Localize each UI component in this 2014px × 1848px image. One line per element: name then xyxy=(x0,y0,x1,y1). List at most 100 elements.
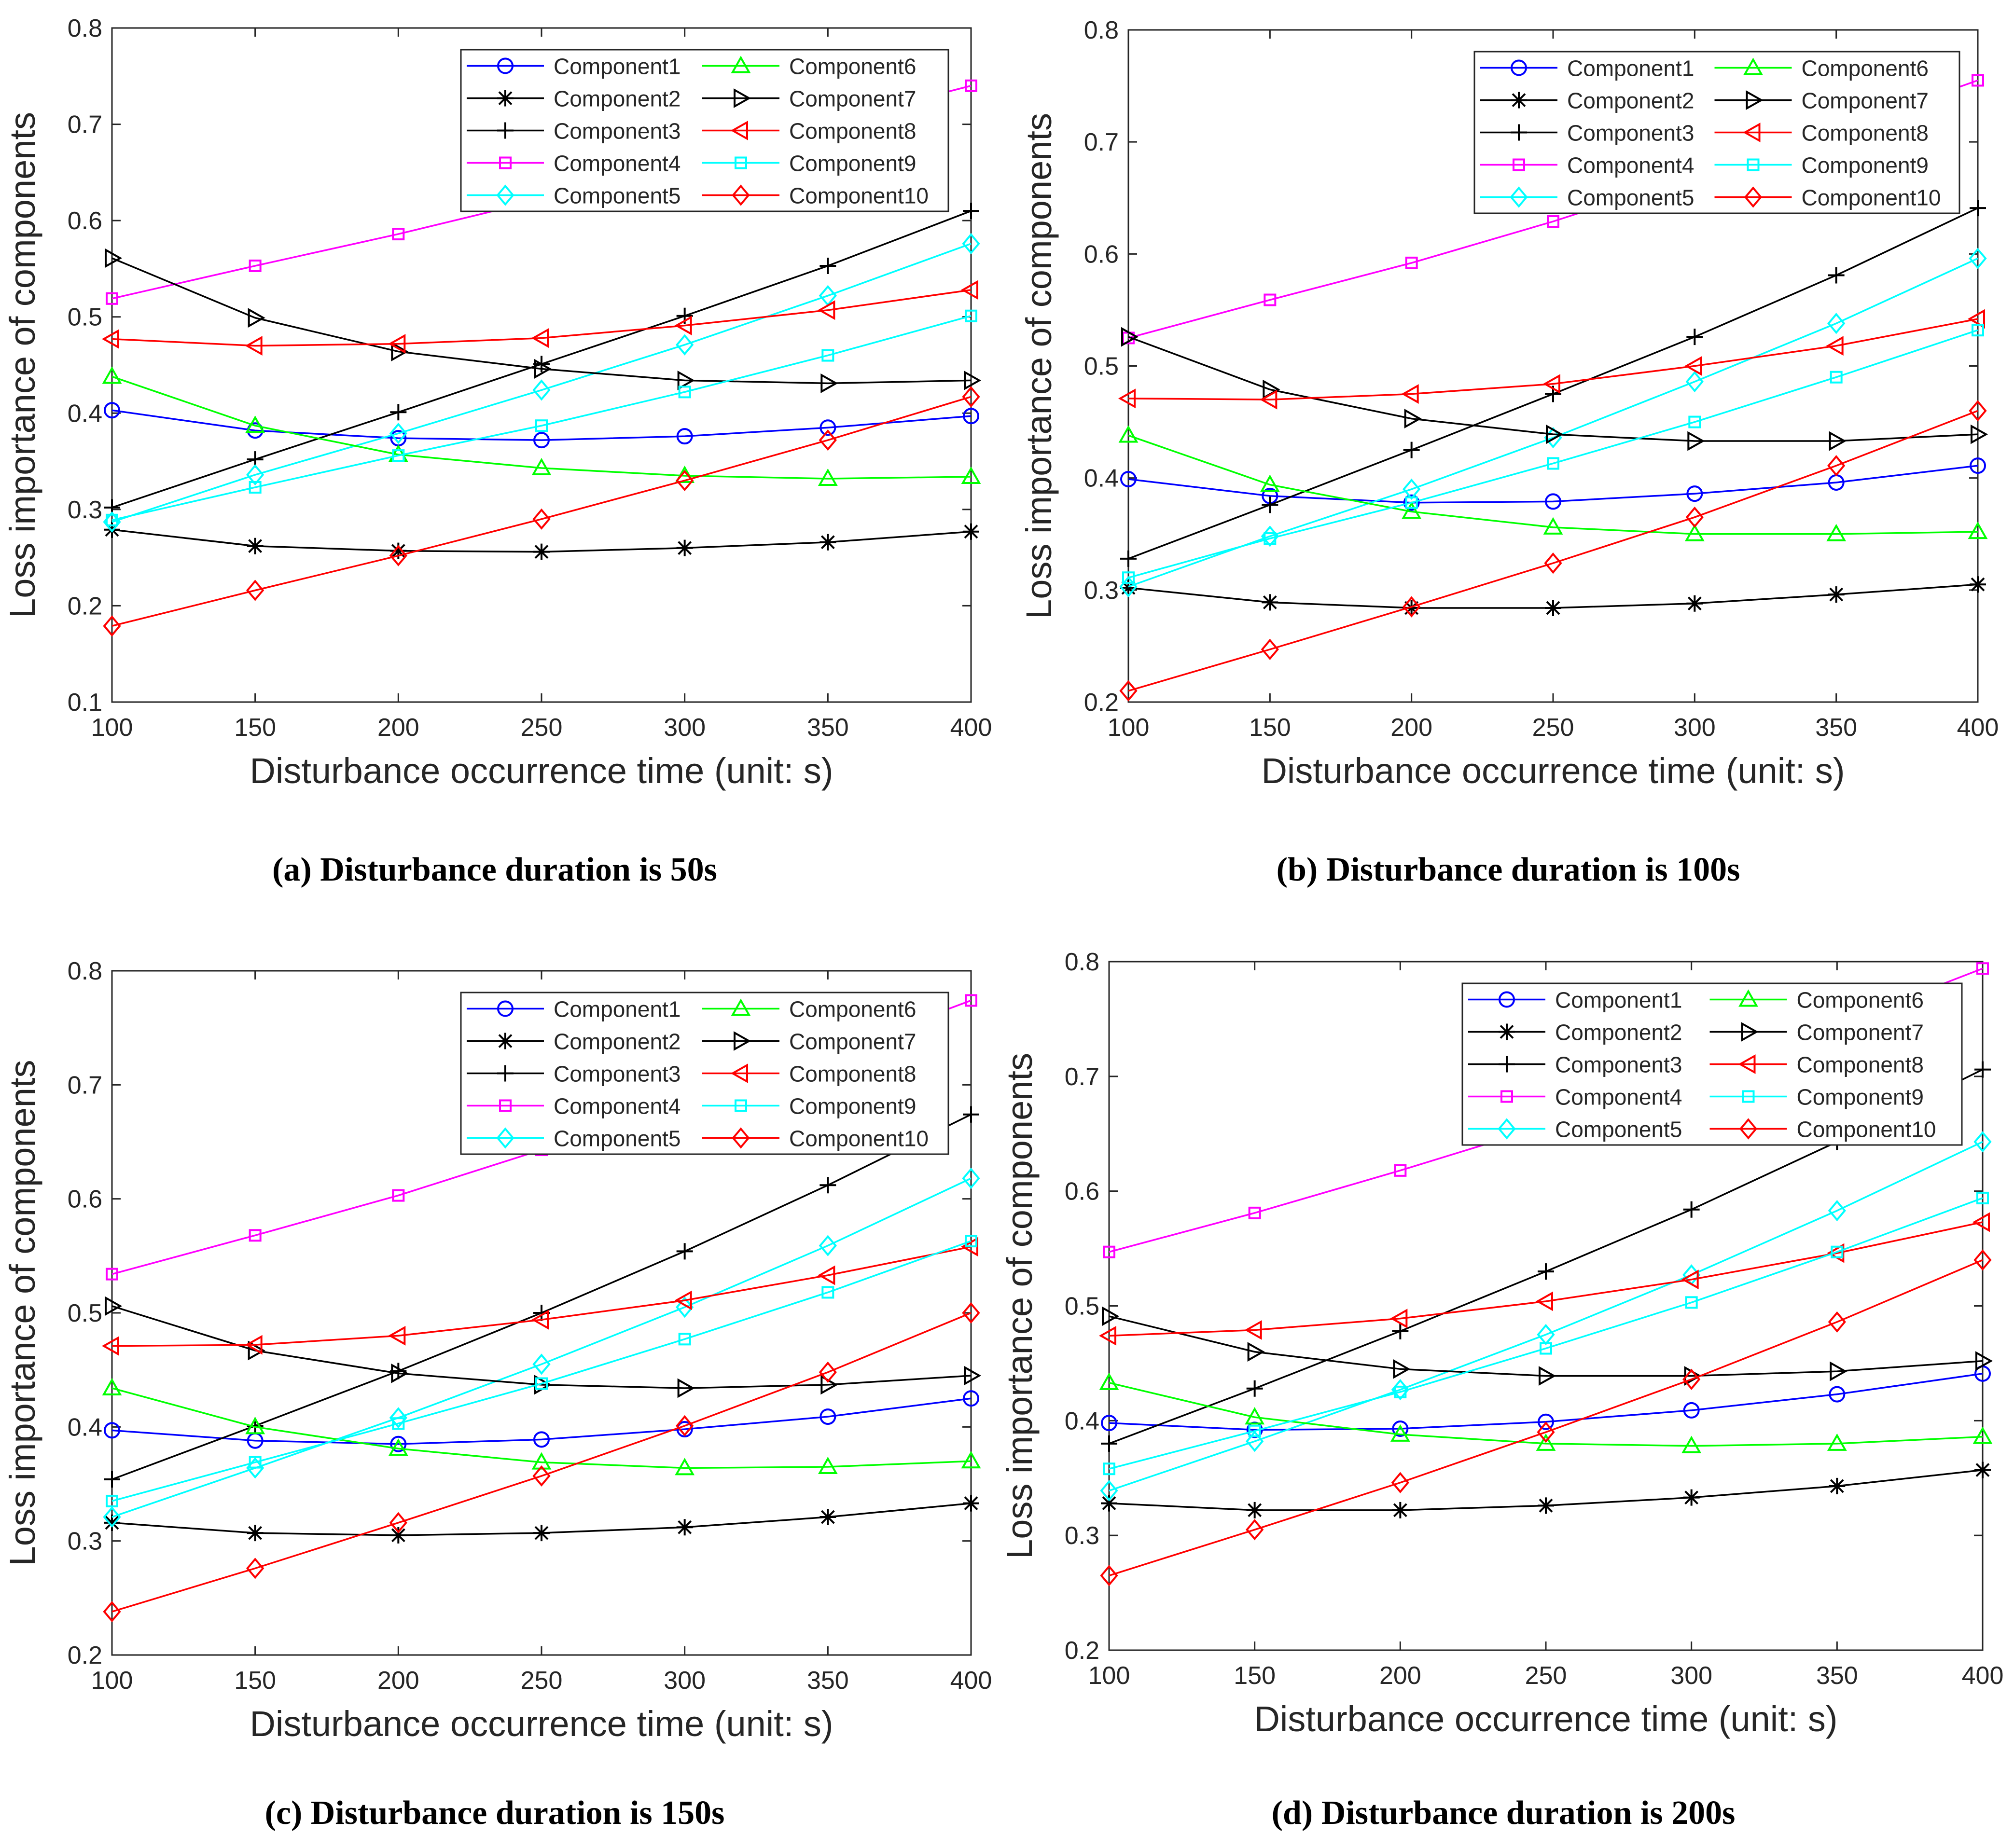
data-point xyxy=(1683,1201,1700,1218)
data-point xyxy=(818,1456,838,1475)
y-tick-label: 0.4 xyxy=(68,400,102,428)
data-point xyxy=(819,419,836,436)
legend-label: Component5 xyxy=(554,183,681,208)
series-component2 xyxy=(1120,576,1986,616)
legend-marker xyxy=(735,1099,747,1112)
data-point xyxy=(388,334,406,354)
series-line xyxy=(1128,465,1978,504)
data-point xyxy=(1685,371,1704,393)
series-component1 xyxy=(104,1390,979,1452)
legend-marker xyxy=(1499,1023,1515,1040)
data-point xyxy=(1829,1477,1846,1494)
y-tick-label: 0.2 xyxy=(68,592,102,620)
legend-item-component5: Component5 xyxy=(467,183,681,208)
data-point xyxy=(1827,313,1846,334)
data-point xyxy=(1404,409,1422,429)
x-tick-label: 100 xyxy=(91,714,133,742)
data-point xyxy=(1103,1245,1115,1258)
data-point xyxy=(1245,1407,1265,1425)
y-tick-label: 0.6 xyxy=(68,1186,102,1214)
data-point xyxy=(1828,1311,1846,1333)
data-point xyxy=(1392,1502,1409,1518)
data-point xyxy=(818,468,838,486)
data-point xyxy=(391,1363,409,1383)
data-point xyxy=(103,1601,121,1623)
legend: Component1 Component2 Component3 Component4… xyxy=(460,992,949,1155)
data-point xyxy=(104,1422,120,1439)
legend-label: Component8 xyxy=(789,119,916,144)
data-point xyxy=(1972,324,1984,337)
data-point xyxy=(1685,1296,1698,1309)
x-tick-label: 300 xyxy=(664,1667,706,1695)
legend-label: Component9 xyxy=(1797,1085,1924,1110)
data-point xyxy=(532,1465,551,1487)
data-point xyxy=(1403,494,1420,511)
series-line xyxy=(1109,1221,1983,1337)
data-point xyxy=(533,543,550,560)
data-point xyxy=(1394,1385,1407,1398)
legend-marker xyxy=(734,1031,751,1051)
y-tick-label: 0.8 xyxy=(1084,16,1119,44)
x-tick-label: 400 xyxy=(1962,1662,2004,1690)
series-line xyxy=(111,1240,972,1502)
legend-marker xyxy=(1498,1118,1516,1140)
legend-item-component7: Component7 xyxy=(1709,1020,1924,1045)
data-point xyxy=(105,248,123,268)
legend-label: Component2 xyxy=(1567,88,1694,113)
data-point xyxy=(819,429,837,451)
data-point xyxy=(1968,522,1988,539)
series-component2 xyxy=(104,1495,979,1544)
legend-item-component3: Component3 xyxy=(1468,1052,1682,1077)
data-point xyxy=(1970,457,1986,474)
data-point xyxy=(1828,586,1845,603)
legend-label: Component2 xyxy=(1555,1020,1682,1045)
data-point xyxy=(1536,1433,1556,1451)
legend-item-component5: Component5 xyxy=(1480,185,1694,210)
x-tick-label: 300 xyxy=(664,714,706,742)
data-point xyxy=(101,1336,119,1356)
series-component9 xyxy=(106,309,977,526)
data-point xyxy=(103,615,121,637)
legend-item-component10: Component10 xyxy=(1714,185,1941,210)
data-point xyxy=(102,366,122,384)
data-point xyxy=(1971,424,1988,444)
data-point xyxy=(676,1415,694,1437)
legend-marker xyxy=(1500,1090,1513,1103)
legend-item-component8: Component8 xyxy=(1709,1052,1924,1077)
legend-label: Component1 xyxy=(554,997,681,1022)
legend-label: Component7 xyxy=(1802,88,1929,113)
data-point xyxy=(532,379,551,401)
data-point xyxy=(1547,215,1559,228)
series-component9 xyxy=(106,1235,977,1507)
legend-label: Component6 xyxy=(789,54,916,79)
data-point xyxy=(960,280,978,300)
legend-item-component5: Component5 xyxy=(467,1126,681,1151)
legend-item-component6: Component6 xyxy=(1714,56,1929,81)
data-point xyxy=(961,1451,981,1469)
data-point xyxy=(1827,1433,1847,1451)
data-point xyxy=(533,1431,550,1448)
chart-panel-2: 100 150 200 250 300 350 400 0.2 0.3 0.4 0.5 0.6 0.7 0… xyxy=(1019,16,1999,888)
data-point xyxy=(819,1235,837,1256)
legend-marker xyxy=(730,1063,748,1083)
data-point xyxy=(1974,1061,1991,1078)
data-point xyxy=(676,539,693,556)
panel-caption: (a) Disturbance duration is 50s xyxy=(272,851,717,888)
x-tick-label: 200 xyxy=(377,714,419,742)
data-point xyxy=(1403,478,1421,500)
series-line xyxy=(1128,434,1978,535)
data-point xyxy=(106,292,118,305)
y-tick-label: 0.7 xyxy=(68,111,102,139)
data-point xyxy=(392,449,405,462)
data-point xyxy=(1686,595,1703,612)
data-point xyxy=(1688,415,1701,428)
x-tick-label: 100 xyxy=(1108,714,1150,742)
data-point xyxy=(963,408,979,425)
series-component1 xyxy=(1120,457,1986,511)
legend-marker xyxy=(1743,57,1763,75)
data-point xyxy=(392,228,405,241)
data-point xyxy=(390,404,407,421)
data-point xyxy=(390,1435,407,1452)
legend-marker xyxy=(732,184,750,206)
legend-item-component2: Component2 xyxy=(1468,1020,1682,1045)
